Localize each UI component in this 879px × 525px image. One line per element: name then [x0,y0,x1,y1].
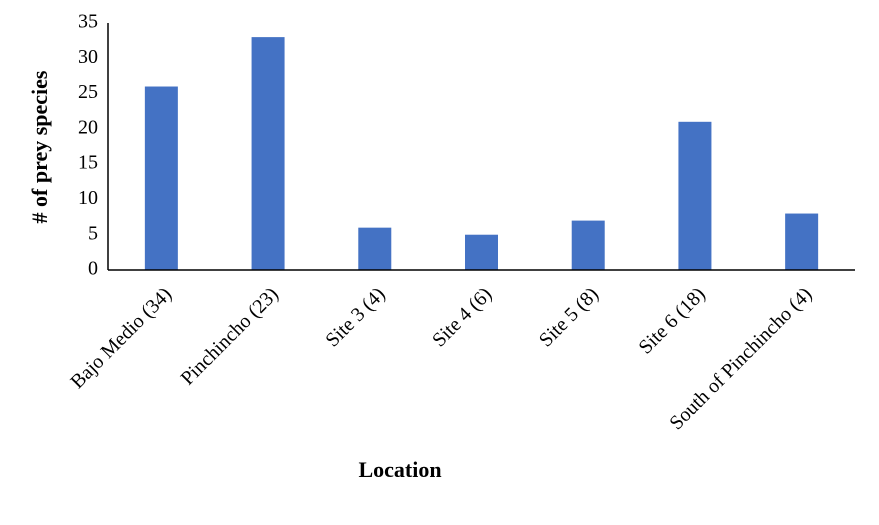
y-tick-label: 10 [78,187,98,209]
y-tick-label: 20 [78,116,98,138]
bar [251,37,285,270]
bar [465,234,498,270]
x-tick-label: Site 3 (4) [321,283,389,351]
x-axis-title: Location [358,457,441,482]
y-tick-label: 5 [88,222,98,244]
y-tick-label: 0 [88,258,98,280]
bar [678,121,712,270]
bar [144,86,178,270]
bar [358,227,392,270]
y-tick-label: 35 [78,11,98,33]
x-tick-label: Site 4 (6) [428,283,496,351]
y-tick-label: 15 [78,152,98,174]
y-tick-label: 30 [78,46,98,68]
x-tick-label: Site 5 (8) [535,283,603,351]
y-axis-title: # of prey species [27,70,52,223]
y-tick-label: 25 [78,81,98,103]
bar [571,220,605,270]
bar [785,213,819,270]
x-tick-label: Pinchincho (23) [177,283,283,389]
x-tick-label: Bajo Medio (34) [66,283,176,393]
x-tick-label: Site 6 (18) [634,283,709,358]
